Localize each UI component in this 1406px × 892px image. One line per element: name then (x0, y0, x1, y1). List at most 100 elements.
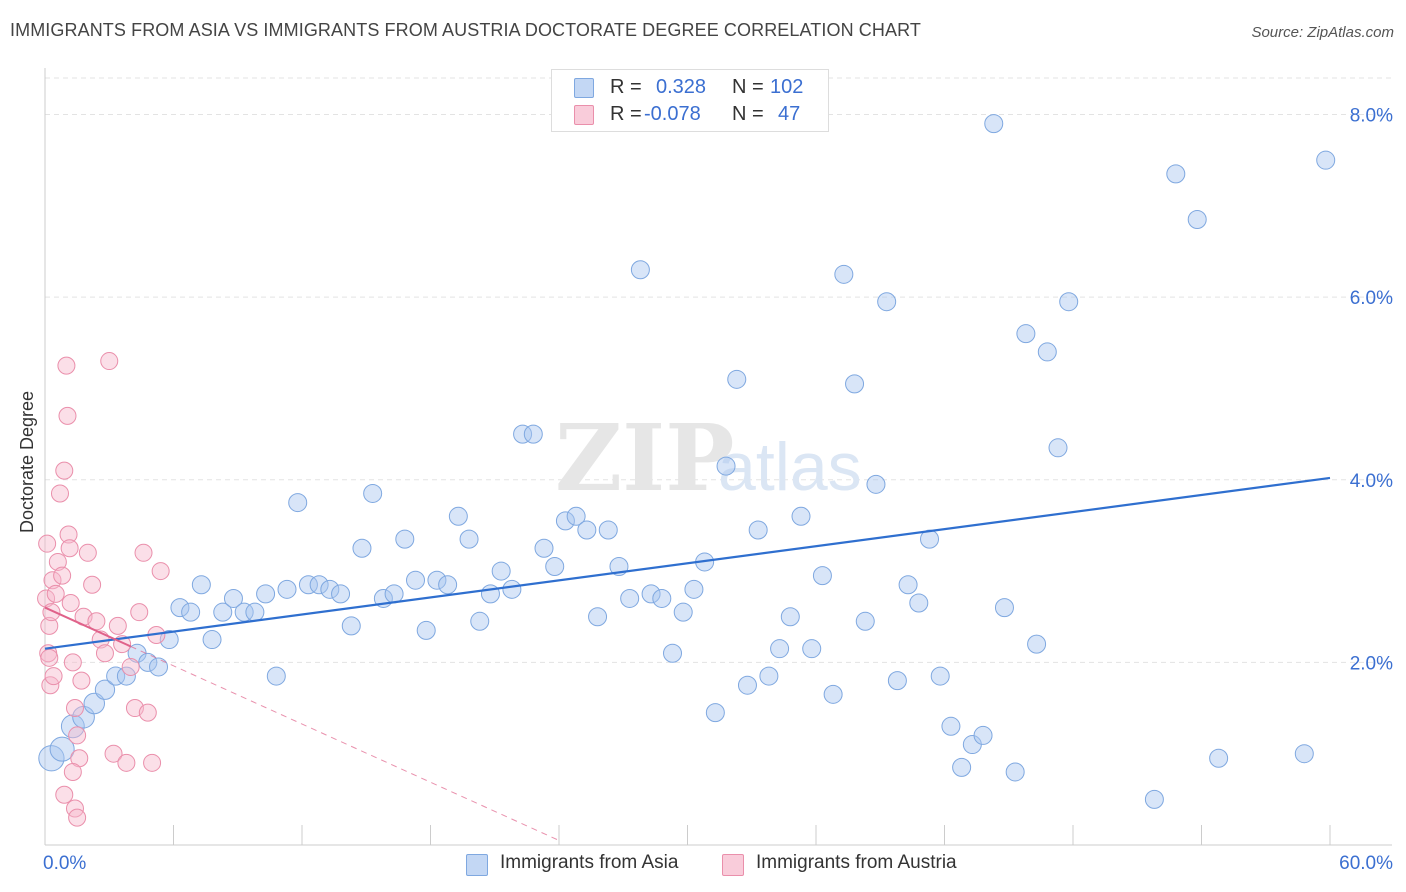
point-asia (491, 561, 511, 581)
point-asia (502, 579, 522, 599)
y-tick-label: 2.0% (1350, 653, 1393, 674)
point-asia (588, 607, 608, 627)
point-asia (555, 511, 575, 531)
legend-r-value-asia: 0.328 (656, 76, 707, 98)
point-asia (406, 570, 426, 590)
point-asia (684, 579, 704, 599)
point-austria (38, 534, 57, 553)
trendline-austria (44, 606, 132, 648)
point-asia (459, 529, 479, 549)
point-asia (534, 538, 554, 558)
point-asia (470, 611, 490, 631)
point-austria (121, 657, 140, 676)
trendline-asia (44, 476, 1331, 650)
point-asia (49, 736, 75, 762)
point-austria (65, 699, 84, 718)
point-asia (866, 474, 886, 494)
point-asia (38, 745, 65, 772)
point-asia (213, 602, 233, 622)
point-austria (68, 726, 87, 745)
point-austria (117, 753, 136, 772)
point-asia (277, 579, 297, 599)
legend-row-asia: R = 0.328 N = 102 (552, 75, 828, 101)
y-tick-label: 4.0% (1350, 471, 1393, 492)
point-asia (1037, 342, 1057, 362)
point-asia (855, 611, 875, 631)
point-asia (566, 506, 586, 526)
point-austria (68, 808, 87, 827)
point-austria (37, 589, 56, 608)
point-asia (331, 584, 351, 604)
point-asia (363, 483, 383, 503)
point-asia (823, 684, 843, 704)
point-austria (95, 644, 114, 663)
point-asia (759, 666, 779, 686)
point-asia (138, 652, 158, 672)
point-asia (1166, 164, 1186, 184)
point-austria (130, 603, 149, 622)
point-asia (309, 575, 329, 595)
point-asia (427, 570, 447, 590)
x-tick-label: 0.0% (43, 853, 86, 874)
point-asia (223, 588, 243, 608)
chart-title: IMMIGRANTS FROM ASIA VS IMMIGRANTS FROM … (10, 20, 921, 40)
point-asia (727, 369, 747, 389)
point-austria (40, 616, 59, 635)
point-asia (149, 657, 169, 677)
point-asia (191, 575, 211, 595)
point-asia (1144, 789, 1164, 809)
point-asia (83, 692, 105, 715)
point-asia (791, 506, 811, 526)
watermark-zip: ZIP (555, 404, 734, 512)
point-asia (170, 598, 190, 618)
point-asia (984, 114, 1004, 134)
point-austria (46, 584, 65, 603)
point-austria (63, 653, 82, 672)
point-asia (877, 292, 897, 312)
legend-n-label-austria: N = (732, 103, 764, 125)
point-austria (58, 406, 77, 425)
source-credit: Source: ZipAtlas.com (1251, 24, 1394, 41)
correlation-legend: R = 0.328 N = 102 R = -0.078 N = 47 (551, 69, 829, 132)
point-asia (673, 602, 693, 622)
point-austria (57, 356, 76, 375)
point-asia (181, 602, 201, 622)
point-austria (53, 566, 72, 585)
point-austria (100, 352, 119, 371)
point-austria (151, 562, 170, 581)
point-asia (641, 584, 661, 604)
watermark-atlas: atlas (718, 429, 862, 505)
point-asia (845, 374, 865, 394)
point-asia (384, 584, 404, 604)
point-asia (245, 602, 265, 622)
point-austria (55, 785, 74, 804)
point-asia (352, 538, 372, 558)
point-asia (834, 264, 854, 284)
point-asia (448, 506, 468, 526)
point-austria (134, 543, 153, 562)
point-austria (43, 571, 62, 590)
series-legend-swatch-asia (466, 854, 488, 876)
point-austria (138, 703, 157, 722)
y-axis-label: Doctorate Degree (17, 391, 37, 533)
legend-swatch-austria (574, 105, 594, 125)
point-asia (1187, 210, 1207, 230)
point-asia (705, 703, 725, 723)
point-asia (994, 598, 1014, 618)
point-asia (438, 575, 458, 595)
point-asia (513, 424, 533, 444)
legend-n-value-asia: 102 (770, 76, 804, 98)
legend-r-label-asia: R = (610, 76, 642, 98)
point-asia (598, 520, 618, 540)
point-asia (1005, 762, 1025, 782)
point-austria (63, 762, 82, 781)
point-austria (50, 484, 69, 503)
point-asia (1027, 634, 1047, 654)
legend-r-label-austria: R = (610, 103, 642, 125)
y-tick-label: 8.0% (1350, 106, 1393, 127)
legend-swatch-asia (574, 78, 594, 98)
point-asia (256, 584, 276, 604)
point-asia (1048, 438, 1068, 458)
point-asia (523, 424, 543, 444)
point-asia (395, 529, 415, 549)
